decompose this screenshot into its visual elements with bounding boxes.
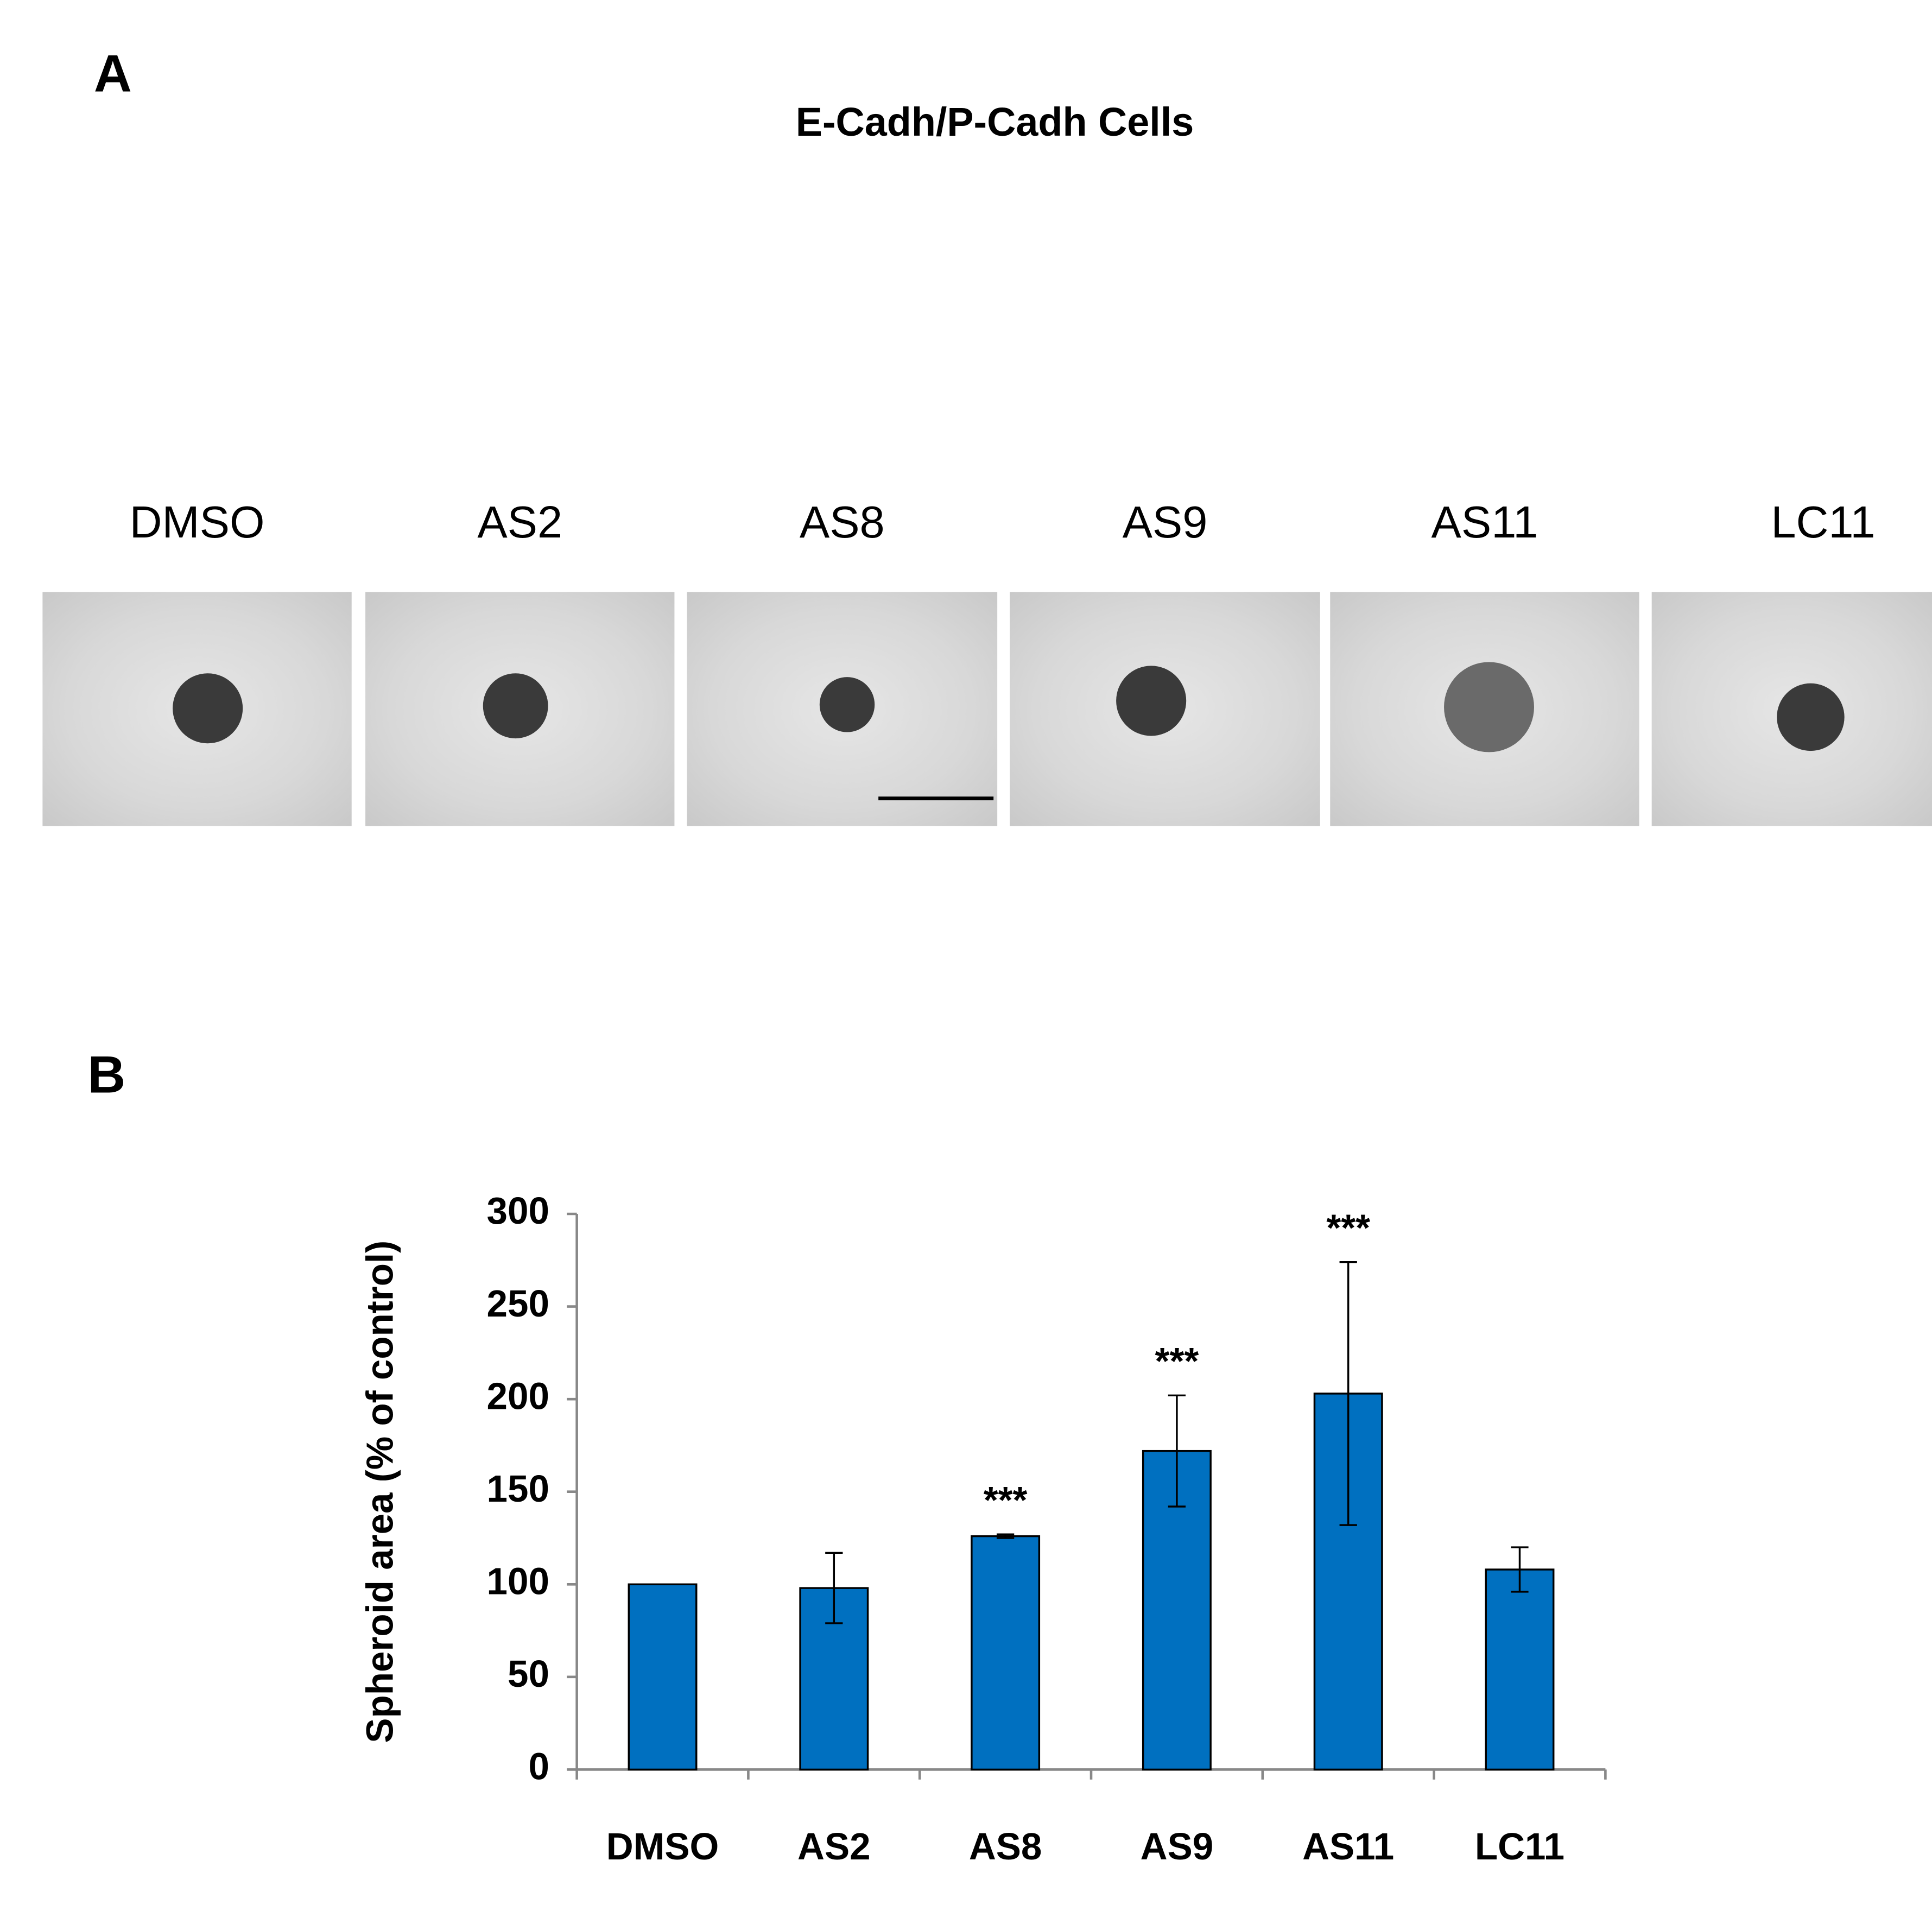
spheroid [819,677,875,732]
y-tick-label: 200 [487,1375,549,1417]
x-tick-label: AS8 [969,1825,1042,1868]
spheroid [1444,662,1534,752]
error-bar [1339,1261,1357,1526]
spheroid [1116,666,1187,736]
error-bar [825,1552,843,1624]
panel-title: E-Cadh/P-Cadh Cells [796,99,1194,144]
y-axis-label: Spheroid area (% of control) [359,1241,401,1743]
y-tick-label: 100 [487,1560,549,1603]
y-tick-label: 300 [487,1189,549,1232]
y-tick-label: 150 [487,1467,549,1510]
error-bar [1168,1394,1186,1508]
x-tick-label: AS9 [1141,1825,1214,1868]
bar [971,1535,1041,1771]
y-tick-label: 0 [528,1745,549,1788]
image-label: AS9 [1123,497,1208,547]
x-tick-label: LC11 [1475,1825,1564,1868]
x-tick-label: DMSO [606,1825,719,1868]
micrographs: DMSO AS2 AS8 AS9 AS11 LC11 [42,497,1932,826]
image-label: AS11 [1431,497,1538,547]
bar-chart: 0 50 100 150 200 250 300 DMSO AS2 AS8 *** AS9 *** AS1… [487,1189,1607,1868]
panel-label: A [94,44,132,103]
error-bar [996,1533,1015,1539]
image-label: LC11 [1771,497,1875,547]
spheroid [173,673,243,744]
spheroid [1777,683,1845,751]
image-label: AS8 [800,497,885,547]
image-label: AS2 [477,497,562,547]
significance-label: *** [1326,1206,1370,1249]
image-label: DMSO [130,497,265,547]
bar [1485,1568,1555,1771]
panel-label: B [87,1045,125,1104]
error-bar [1511,1546,1529,1593]
y-tick-label: 250 [487,1282,549,1325]
significance-label: *** [984,1479,1028,1521]
y-tick-label: 50 [508,1653,549,1695]
x-tick-label: AS2 [797,1825,871,1868]
spheroid [483,673,548,739]
x-tick-label: AS11 [1302,1825,1394,1868]
significance-label: *** [1155,1340,1199,1382]
bar [628,1583,698,1771]
